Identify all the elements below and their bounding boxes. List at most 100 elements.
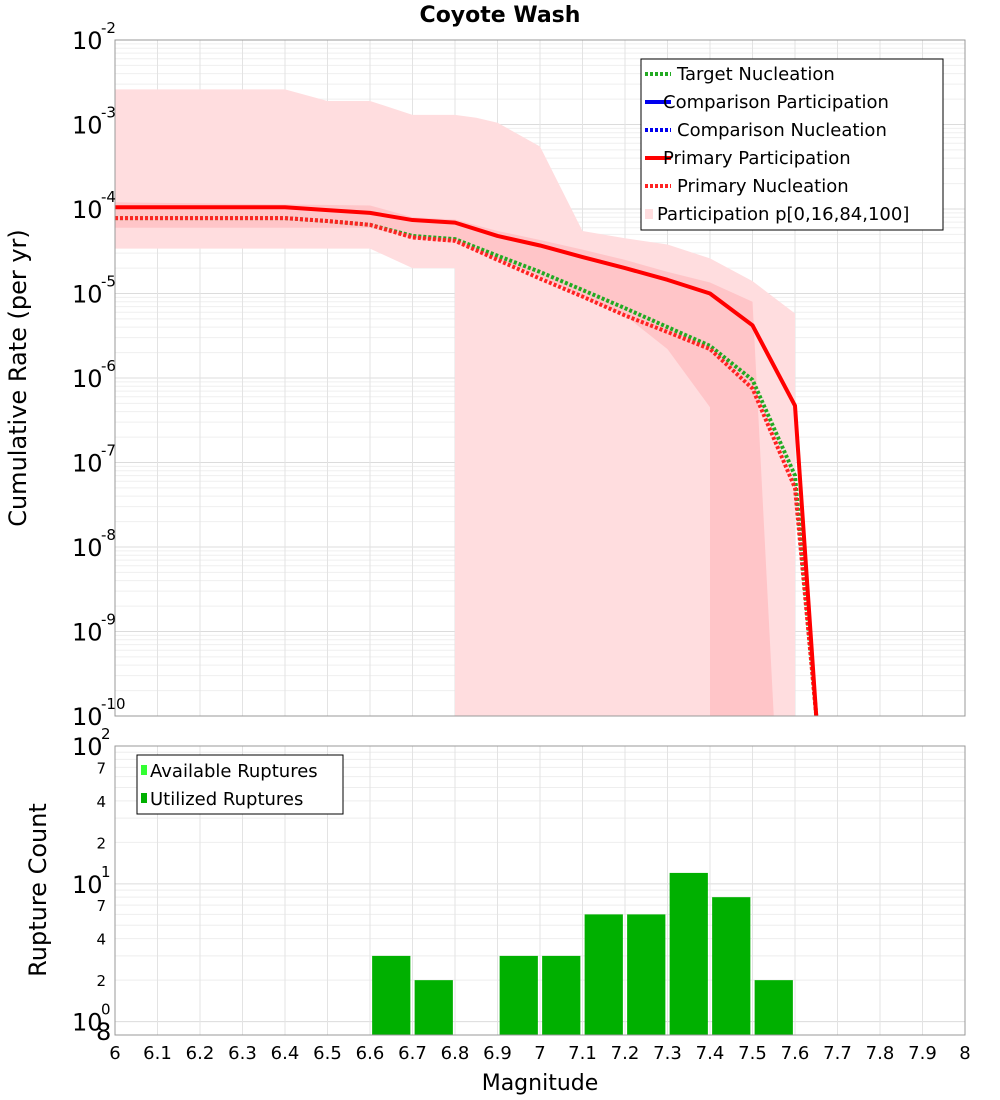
x-tick-label: 7.4	[696, 1043, 725, 1064]
bar	[499, 955, 538, 1035]
bar	[414, 980, 453, 1035]
top-y-tick: 10-7	[72, 442, 116, 478]
x-tick-label: 6.5	[313, 1043, 342, 1064]
bottom-y-axis-label: Rupture Count	[24, 803, 52, 977]
x-tick-label: 7.5	[738, 1043, 767, 1064]
bottom-y-tick-base: 10	[72, 871, 103, 899]
top-y-tick-base: 10	[72, 281, 103, 309]
bar	[542, 955, 581, 1035]
x-tick-label: 7.6	[781, 1043, 810, 1064]
x-tick-label: 6.9	[483, 1043, 512, 1064]
top-y-tick: 10-4	[72, 188, 116, 224]
participation-band	[115, 89, 795, 716]
x-tick-label: 7.1	[568, 1043, 597, 1064]
legend-label-available-ruptures: Available Ruptures	[150, 761, 318, 782]
bar	[754, 980, 793, 1035]
top-y-tick-exp: -3	[101, 104, 116, 122]
top-y-tick: 10-8	[72, 526, 116, 562]
top-y-tick-exp: -9	[101, 611, 116, 629]
x-tick-label: 7	[534, 1043, 545, 1064]
top-y-tick-base: 10	[72, 196, 103, 224]
x-tick-label: 6.2	[186, 1043, 215, 1064]
legend-label-participation-band: Participation p[0,16,84,100]	[657, 204, 909, 225]
top-y-tick-exp: -4	[101, 188, 116, 206]
top-y-tick-base: 10	[72, 619, 103, 647]
top-y-tick-base: 10	[72, 27, 103, 55]
x-tick-label: 7.7	[823, 1043, 852, 1064]
x-tick-label: 6.3	[228, 1043, 257, 1064]
bottom-y-tick-exp: 1	[101, 863, 111, 881]
top-y-tick: 10-2	[72, 19, 116, 55]
bottom-y-tick-base: 10	[72, 1009, 103, 1037]
bottom-y-tick-exp: 2	[101, 725, 111, 743]
bottom-y-tick-lowest: 8	[96, 1018, 111, 1046]
legend-swatch-utilized-ruptures	[141, 793, 147, 803]
top-legend-box	[640, 58, 944, 231]
x-tick-label: 6.1	[143, 1043, 172, 1064]
bottom-y-tick-exp: 0	[101, 1001, 111, 1019]
bottom-y-tick: 100	[72, 1001, 111, 1037]
top-y-tick-base: 10	[72, 703, 103, 731]
top-series-lines	[115, 205, 819, 717]
bar	[712, 897, 751, 1035]
legend-label-utilized-ruptures: Utilized Ruptures	[150, 789, 303, 810]
legend-label-primary-nucleation: Primary Nucleation	[677, 176, 849, 197]
top-y-tick-exp: -6	[101, 357, 116, 375]
x-tick-label: 6.7	[398, 1043, 427, 1064]
x-tick-label: 7.8	[866, 1043, 895, 1064]
x-tick-label: 6.8	[441, 1043, 470, 1064]
top-y-tick-base: 10	[72, 450, 103, 478]
band-p0-p100	[115, 89, 795, 716]
bottom-y-tick: 102	[72, 725, 111, 761]
bottom-y-tick-minor: 2	[96, 834, 106, 852]
bottom-y-tick-minor: 7	[96, 759, 106, 777]
legend-label-comparison-participation: Comparison Participation	[663, 92, 889, 113]
bar	[627, 914, 666, 1035]
x-tick-label: 7.3	[653, 1043, 682, 1064]
top-y-tick: 10-10	[72, 695, 126, 731]
bottom-y-tick-minor: 4	[96, 793, 106, 811]
top-legend: Target Nucleation Comparison Participatio…	[640, 58, 944, 231]
top-y-tick-exp: -7	[101, 442, 116, 460]
bottom-legend: Available Ruptures Utilized Ruptures	[136, 754, 344, 815]
top-y-tick: 10-5	[72, 273, 116, 309]
bottom-y-tick-base: 10	[72, 733, 103, 761]
x-tick-label: 7.2	[611, 1043, 640, 1064]
x-tick-label: 6	[109, 1043, 120, 1064]
bar	[669, 872, 708, 1035]
top-y-tick: 10-3	[72, 104, 116, 140]
bottom-y-tick-minor: 4	[96, 931, 106, 949]
bottom-y-tick: 101	[72, 863, 111, 899]
bottom-y-tick-minor: 2	[96, 972, 106, 990]
x-axis-label: Magnitude	[482, 1071, 599, 1096]
top-y-tick-base: 10	[72, 112, 103, 140]
top-plot-frame	[114, 39, 966, 717]
top-y-axis-label: Cumulative Rate (per yr)	[4, 229, 32, 527]
top-y-tick-base: 10	[72, 534, 103, 562]
legend-label-target-nucleation: Target Nucleation	[676, 64, 835, 85]
x-tick-label: 7.9	[908, 1043, 937, 1064]
x-tick-label: 6.4	[271, 1043, 300, 1064]
bar	[584, 914, 623, 1035]
top-y-tick-exp: -2	[101, 19, 116, 37]
bottom-legend-box	[136, 754, 344, 815]
top-y-tick: 10-6	[72, 357, 116, 393]
series-line-primary-participation	[115, 205, 819, 717]
top-y-tick-exp: -5	[101, 273, 116, 291]
series-line-primary-nucleation	[115, 216, 819, 717]
top-y-tick-base: 10	[72, 365, 103, 393]
x-tick-label: 6.6	[356, 1043, 385, 1064]
x-tick-label: 8	[959, 1043, 970, 1064]
legend-swatch-participation-band	[645, 209, 653, 219]
rupture-bars	[372, 872, 793, 1035]
legend-label-comparison-nucleation: Comparison Nucleation	[677, 120, 887, 141]
top-y-tick-exp: -10	[101, 695, 126, 713]
bottom-y-tick-minor: 7	[96, 897, 106, 915]
x-tick-labels: 6 6.1 6.2 6.3 6.4 6.5 6.6 6.7 6.8 6.9 7 7.1 7.2 7.3 7.…	[109, 1043, 970, 1064]
bottom-plot-frame	[114, 745, 966, 1036]
